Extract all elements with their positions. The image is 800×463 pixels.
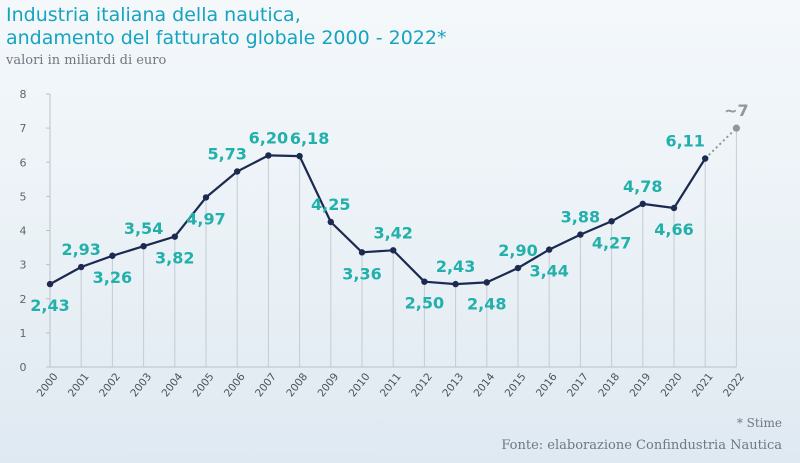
x-tick-label: 2011 xyxy=(378,371,404,399)
data-point xyxy=(421,278,428,285)
y-tick-label: 0 xyxy=(20,361,27,374)
x-tick-label: 2016 xyxy=(534,371,560,400)
data-point xyxy=(358,249,366,256)
x-tick-label: 2021 xyxy=(690,371,716,399)
chart-title-line-2: andamento del fatturato globale 2000 - 2… xyxy=(6,27,447,49)
data-label: 2,50 xyxy=(405,294,444,313)
chart-title-line-1: Industria italiana della nautica, xyxy=(6,4,301,26)
data-label: 5,73 xyxy=(207,144,246,163)
x-tick-label: 2001 xyxy=(66,371,92,399)
y-tick-label: 4 xyxy=(20,225,27,238)
data-label: 3,82 xyxy=(155,249,194,268)
data-point xyxy=(514,264,522,272)
data-label: 6,11 xyxy=(665,131,704,150)
y-tick-label: 3 xyxy=(20,259,27,272)
series-line xyxy=(49,127,738,286)
y-tick-label: 1 xyxy=(20,327,27,340)
estimate-segment xyxy=(704,127,738,160)
data-label: ~7 xyxy=(724,101,749,120)
data-point xyxy=(483,279,490,286)
data-point xyxy=(577,231,584,238)
data-point xyxy=(171,233,178,240)
y-tick-label: 8 xyxy=(20,88,27,101)
data-point xyxy=(140,242,147,250)
x-tick-label: 2006 xyxy=(222,371,248,400)
x-axis: 2000 2001 2002 2003 2004 2005 2006 2007 2008 2009… xyxy=(35,366,747,400)
y-tick-label: 7 xyxy=(20,122,27,135)
data-label: 2,90 xyxy=(498,241,537,260)
data-point xyxy=(390,247,397,254)
data-point xyxy=(732,124,741,132)
data-labels: 2,43 2,93 3,26 3,54 3,82 4,97 5,736,20 6,18 4,25… xyxy=(30,101,748,315)
y-tick-label: 5 xyxy=(20,190,27,203)
source-note: Fonte: elaborazione Confindustria Nautic… xyxy=(501,438,782,453)
data-point xyxy=(78,263,85,271)
data-label: 3,36 xyxy=(342,264,381,283)
data-label: 3,44 xyxy=(529,262,568,281)
data-point xyxy=(702,155,709,162)
data-point xyxy=(296,152,303,160)
x-tick-label: 2010 xyxy=(347,371,373,399)
data-point xyxy=(202,194,210,201)
data-point xyxy=(608,218,615,225)
data-label: 3,42 xyxy=(373,223,412,242)
data-label: 4,25 xyxy=(311,195,350,214)
data-label: 6,20 xyxy=(249,128,288,147)
data-label: 2,48 xyxy=(467,294,506,313)
data-points xyxy=(46,124,741,288)
y-tick-label: 6 xyxy=(20,156,27,169)
data-point xyxy=(546,246,553,253)
data-point xyxy=(109,252,116,259)
y-axis: 0 1 2 3 4 5 6 7 8 xyxy=(20,88,51,374)
x-tick-label: 2019 xyxy=(627,371,653,399)
x-tick-label: 2014 xyxy=(471,371,497,400)
estimate-note: * Stime xyxy=(736,416,782,430)
chart-title: Industria italiana della nautica, andame… xyxy=(6,4,446,50)
data-point xyxy=(46,280,54,288)
data-point xyxy=(452,280,459,288)
x-tick-label: 2017 xyxy=(565,371,591,399)
data-point xyxy=(265,152,272,159)
x-tick-label: 2009 xyxy=(315,371,341,399)
x-tick-label: 2002 xyxy=(97,371,123,399)
data-label: 2,43 xyxy=(436,257,475,276)
data-label: 2,93 xyxy=(61,240,100,259)
x-tick-label: 2015 xyxy=(503,371,529,399)
data-label: 3,54 xyxy=(124,219,163,238)
data-label: 3,88 xyxy=(561,208,600,227)
data-label: 3,26 xyxy=(93,268,132,287)
series-path xyxy=(49,154,707,286)
data-label: 4,27 xyxy=(592,233,631,252)
data-point xyxy=(670,204,678,212)
data-point xyxy=(234,168,241,175)
x-tick-label: 2008 xyxy=(284,371,310,399)
x-tick-label: 2000 xyxy=(35,371,61,399)
data-point xyxy=(327,218,334,226)
y-tick-label: 2 xyxy=(20,293,27,306)
data-label: 4,66 xyxy=(654,220,693,239)
data-label: 4,78 xyxy=(623,177,662,196)
x-tick-label: 2007 xyxy=(253,371,279,399)
x-tick-label: 2018 xyxy=(596,371,622,399)
x-tick-label: 2004 xyxy=(159,371,185,400)
x-tick-label: 2022 xyxy=(721,371,747,399)
x-tick-label: 2003 xyxy=(128,371,154,399)
x-tick-label: 2005 xyxy=(191,371,217,399)
x-tick-label: 2020 xyxy=(659,371,685,399)
x-tick-label: 2013 xyxy=(440,371,466,399)
x-tick-label: 2012 xyxy=(409,371,435,399)
data-point xyxy=(639,200,646,208)
chart-subtitle: valori in miliardi di euro xyxy=(6,53,167,68)
data-label: 6,18 xyxy=(290,129,329,148)
data-label: 4,97 xyxy=(186,209,225,228)
data-label: 2,43 xyxy=(30,296,69,315)
